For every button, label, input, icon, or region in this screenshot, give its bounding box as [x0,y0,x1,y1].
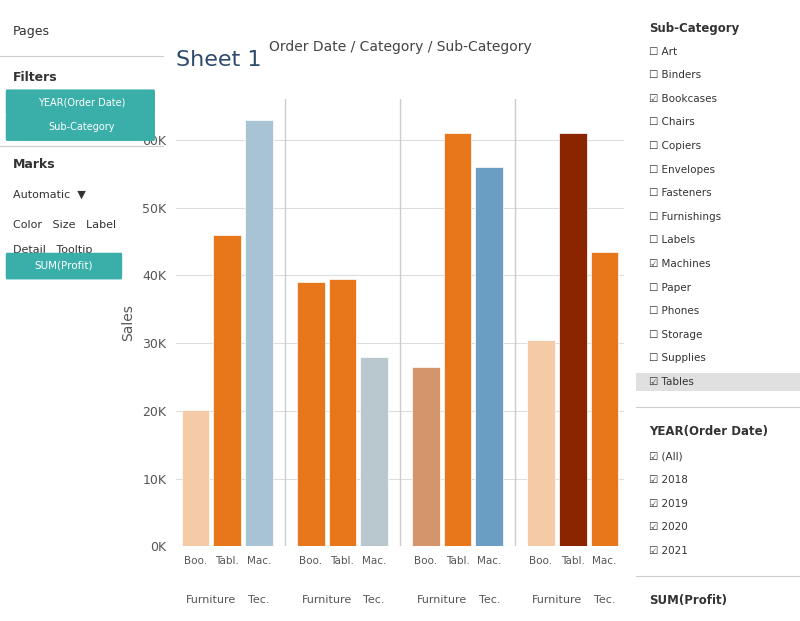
Text: Tec.: Tec. [363,596,385,605]
Bar [559,134,586,546]
Text: ☑ 2018: ☑ 2018 [649,475,688,485]
Bar [245,120,273,546]
Text: ☐ Labels: ☐ Labels [649,235,695,245]
Text: Furniture: Furniture [302,596,352,605]
FancyBboxPatch shape [636,373,800,391]
Bar [444,134,471,546]
Text: ☐ Storage: ☐ Storage [649,330,702,340]
FancyBboxPatch shape [6,89,155,116]
Text: ☑ 2020: ☑ 2020 [649,522,688,532]
Text: SUM(Profit): SUM(Profit) [34,261,94,271]
Bar [182,410,210,546]
Text: ☑ Tables: ☑ Tables [649,377,694,387]
Text: Automatic  ▼: Automatic ▼ [13,189,86,199]
Bar [297,283,325,546]
Text: ☑ (All): ☑ (All) [649,451,682,461]
Text: Sub-Category: Sub-Category [49,122,115,132]
Text: Tec.: Tec. [248,596,270,605]
Text: ☑ 2021: ☑ 2021 [649,546,688,556]
Text: Detail   Tooltip: Detail Tooltip [13,245,93,255]
Text: ☐ Supplies: ☐ Supplies [649,353,706,363]
Text: Sub-Category: Sub-Category [649,22,739,35]
Text: Furniture: Furniture [532,596,582,605]
Bar [590,252,618,546]
Text: ☐ Binders: ☐ Binders [649,70,702,80]
Y-axis label: Sales: Sales [122,304,135,342]
Text: YEAR(Order Date): YEAR(Order Date) [38,97,126,107]
Text: ☐ Furnishings: ☐ Furnishings [649,212,722,222]
Text: ☑ 2019: ☑ 2019 [649,499,688,509]
Text: Pages: Pages [13,25,50,38]
Text: ☐ Fasteners: ☐ Fasteners [649,188,712,198]
Text: Marks: Marks [13,158,56,171]
Text: Furniture: Furniture [186,596,237,605]
Bar [360,357,388,546]
Bar [475,167,503,546]
Text: Furniture: Furniture [417,596,467,605]
Text: ☐ Phones: ☐ Phones [649,306,699,316]
Text: ☑ Bookcases: ☑ Bookcases [649,94,717,104]
Title: Order Date / Category / Sub-Category: Order Date / Category / Sub-Category [269,40,531,54]
FancyBboxPatch shape [6,253,122,279]
Text: ☐ Chairs: ☐ Chairs [649,117,695,127]
Text: ☐ Copiers: ☐ Copiers [649,141,702,151]
FancyBboxPatch shape [6,114,155,141]
Text: ☑ Machines: ☑ Machines [649,259,710,269]
Text: SUM(Profit): SUM(Profit) [649,594,727,607]
Text: YEAR(Order Date): YEAR(Order Date) [649,425,768,438]
Text: Tec.: Tec. [478,596,500,605]
Text: Color   Size   Label: Color Size Label [13,220,116,230]
Text: ☐ Paper: ☐ Paper [649,283,691,292]
Bar [527,340,555,546]
Text: ☐ Art: ☐ Art [649,47,678,57]
Text: Sheet 1: Sheet 1 [176,50,262,70]
Bar [214,235,241,546]
Text: ☐ Envelopes: ☐ Envelopes [649,165,715,175]
Text: Filters: Filters [13,71,58,84]
Bar [412,367,440,546]
Text: Tec.: Tec. [594,596,615,605]
Bar [329,279,356,546]
